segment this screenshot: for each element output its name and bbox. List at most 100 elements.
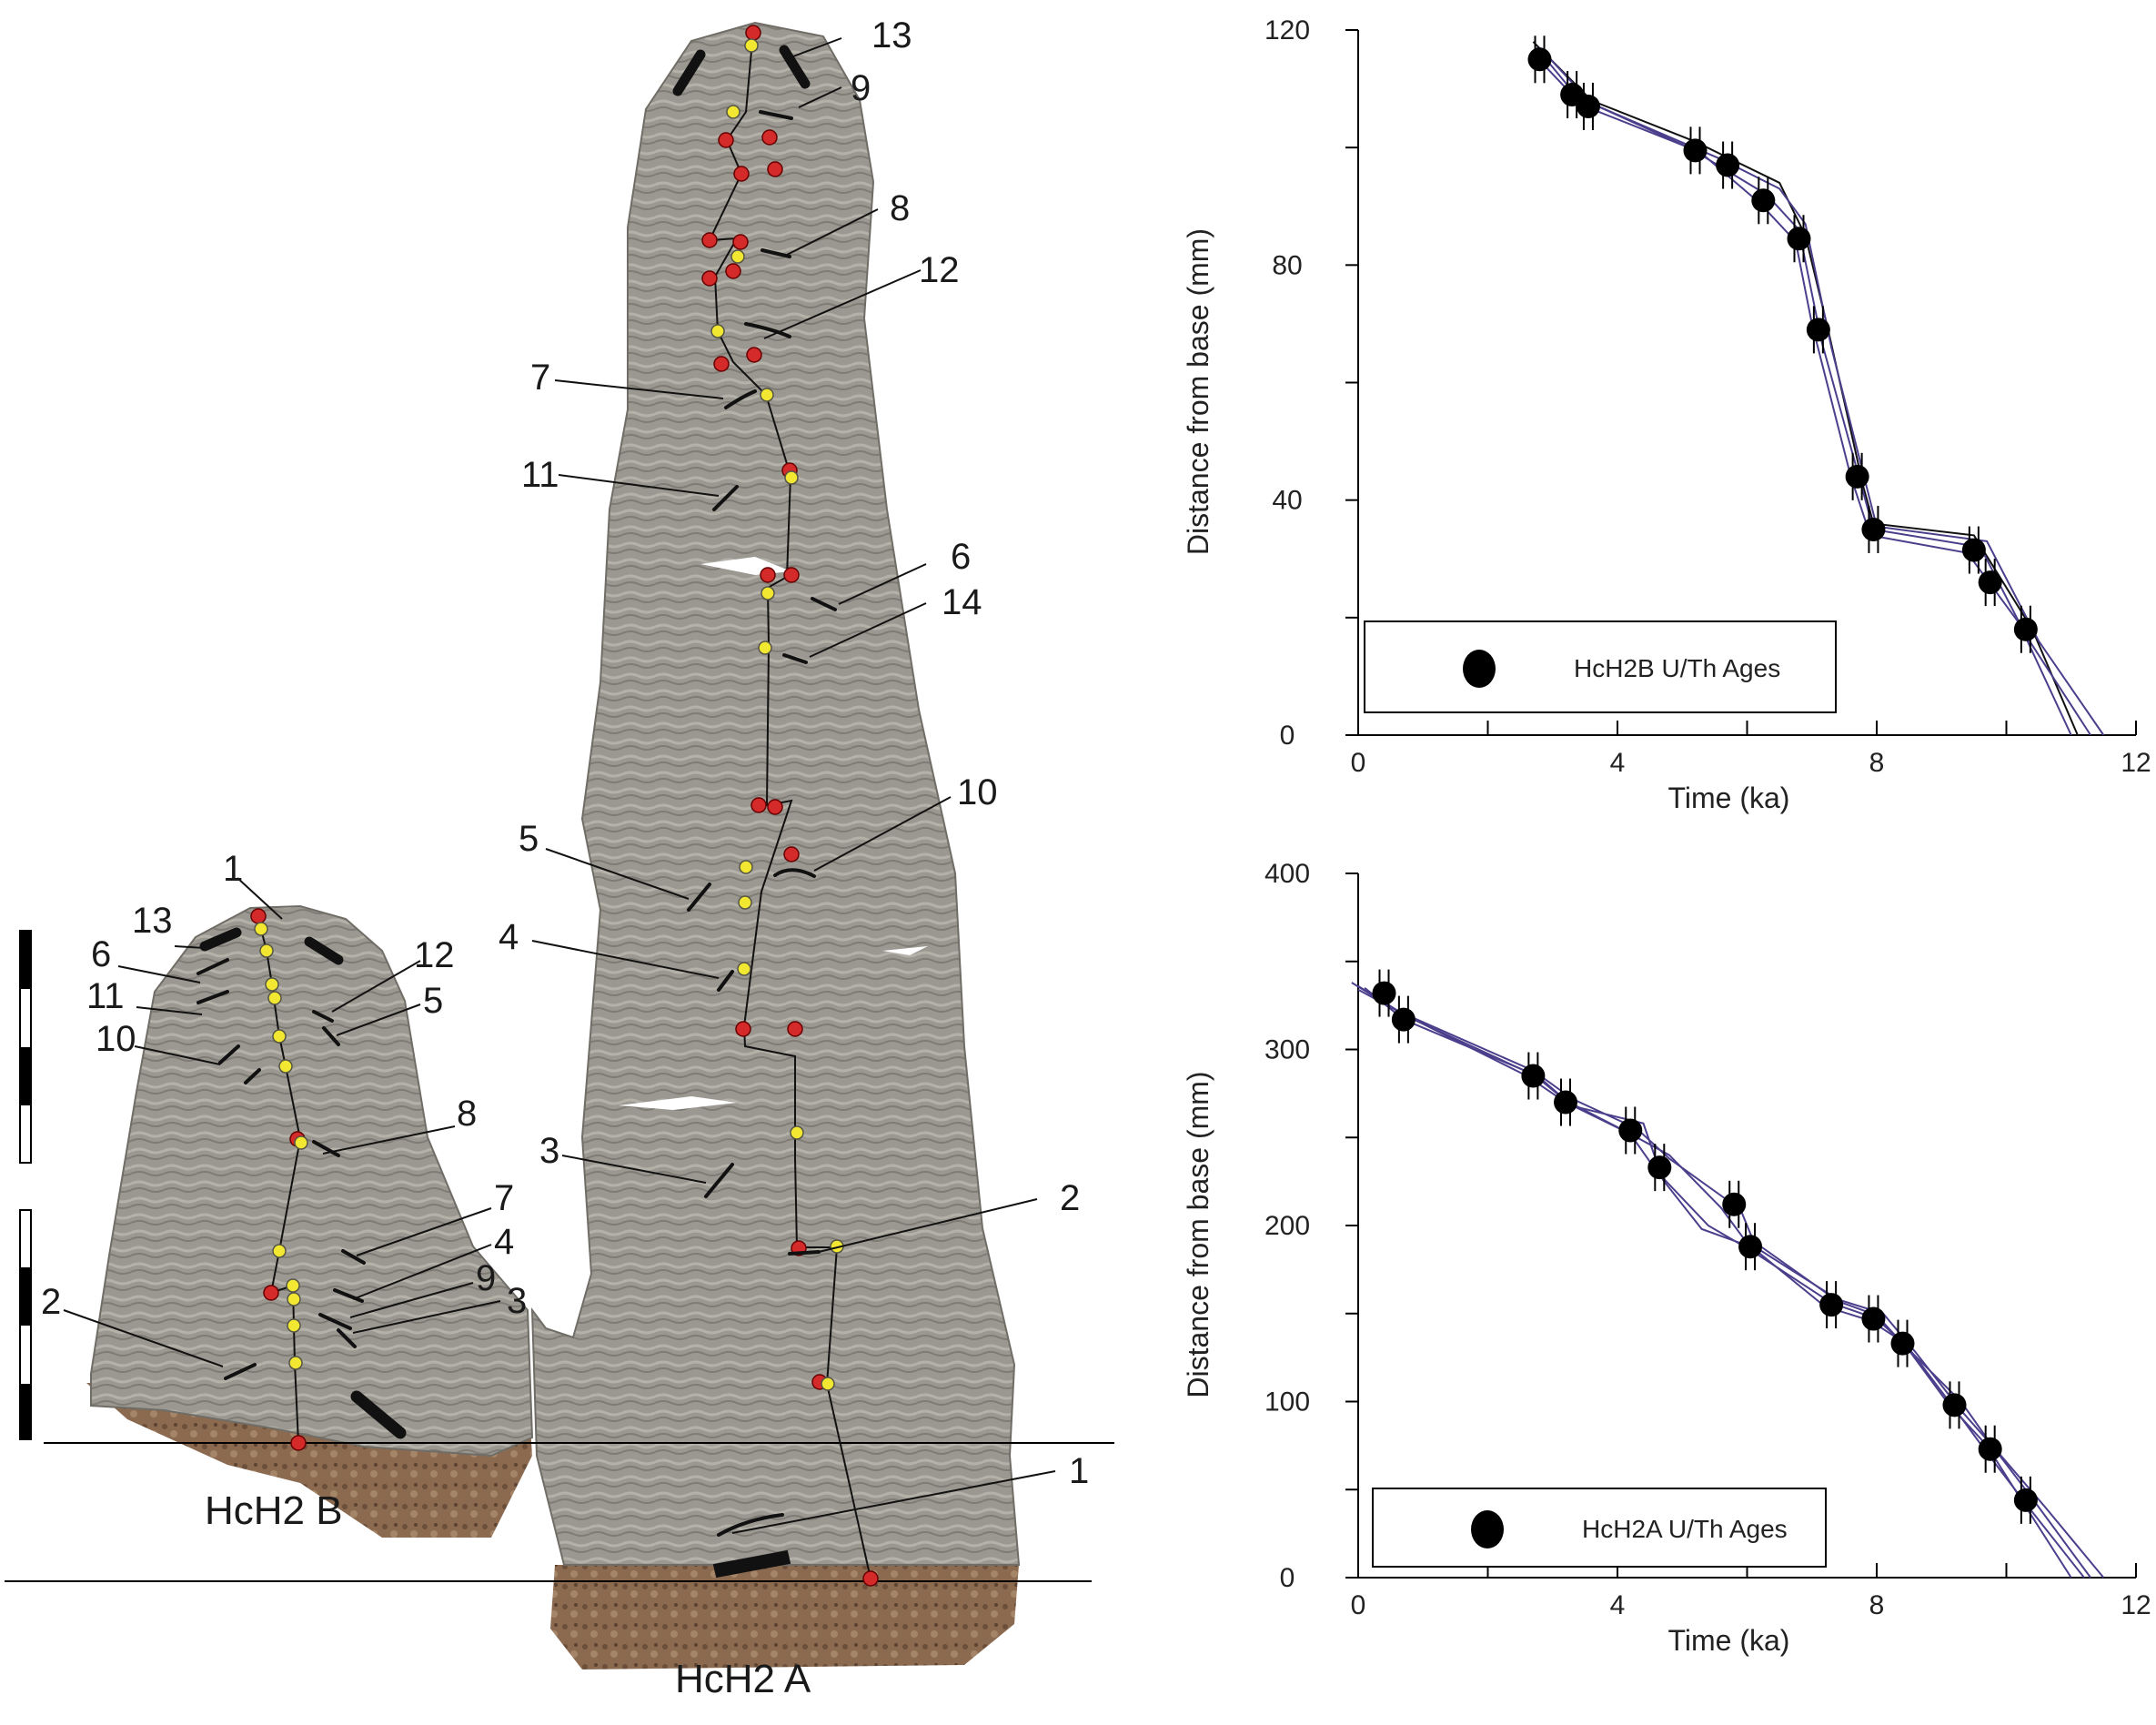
layer-label-a: 14 [942,582,982,622]
sample-dot-yellow [761,586,775,600]
sample-dot-yellow [278,1059,293,1074]
sample-dot-yellow [784,470,799,485]
layer-label-b: 8 [457,1094,477,1134]
sample-dot-red [783,846,800,862]
sample-dot-red [761,129,778,146]
layer-label-a: 10 [957,772,998,812]
y-tick-label: 120 [1264,15,1310,45]
age-point [1890,1331,1915,1356]
sample-dot-red [733,166,750,182]
layer-label-b: 4 [494,1222,514,1262]
sample-dot-red [751,797,767,813]
age-point [1647,1155,1672,1180]
sample-dot-yellow [287,1318,301,1333]
sample-dot-yellow [267,991,282,1005]
x-axis-title: Time (ka) [1668,782,1790,814]
layer-label-a: 11 [521,455,559,495]
sample-dot-red [767,161,783,177]
y-tick-label: 40 [1272,486,1302,516]
layer-label-a: 13 [871,15,912,55]
sample-dot-red [701,270,718,287]
sample-dot-yellow [790,1125,804,1140]
layer-label-a: 3 [539,1131,559,1171]
legend-box [1364,620,1837,713]
layer-label-b: 3 [507,1281,527,1321]
sample-dot-red [732,234,749,250]
age-point [1554,1090,1577,1115]
sample-dot-yellow [710,324,725,338]
layer-label-b: 10 [96,1019,136,1059]
layer-label-b: 6 [91,934,111,974]
y-tick-label: 400 [1264,859,1310,889]
age-point [1942,1393,1967,1417]
age-point [1716,153,1740,177]
x-tick-label: 8 [1869,748,1885,778]
x-tick-label: 0 [1351,1590,1366,1620]
age-point [1738,1235,1763,1259]
layer-label-b: 5 [423,981,443,1021]
sample-dot-yellow [738,895,752,910]
sample-dot-red [725,263,741,279]
layer-label-a: 2 [1060,1178,1080,1218]
sample-dot-red [745,25,761,41]
layer-label-a: 4 [499,917,519,957]
specimen-b-body [90,904,534,1458]
scale-bar [19,930,32,1440]
y-tick-label: 300 [1264,1035,1310,1065]
leader-lines [63,37,1056,1534]
legend-marker [1471,1510,1504,1548]
legend-box [1372,1488,1827,1568]
x-tick-label: 0 [1351,748,1366,778]
age-point [1751,188,1776,213]
x-axis-title: Time (ka) [1668,1624,1790,1657]
sample-dot-yellow [259,943,274,958]
sample-dot-red [862,1570,879,1587]
age-point [1683,138,1708,163]
age-point [1521,1064,1546,1088]
sample-dot-red [760,567,776,583]
x-tick-label: 4 [1610,748,1626,778]
sample-dot-red [290,1435,307,1451]
sample-dot-yellow [272,1029,287,1044]
age-point [1391,1007,1416,1032]
speleothem-photo: 13 9 8 12 7 11 6 14 10 5 4 3 2 1 1 13 6 … [5,15,1114,1701]
x-tick-label: 12 [2121,1590,2151,1620]
sample-dot-yellow [730,249,745,264]
age-point [1806,318,1830,342]
specimen-a-label: HcH2 A [675,1657,811,1701]
y-tick-label: 0 [1280,721,1295,751]
x-tick-label: 12 [2121,748,2151,778]
sample-dot-red [735,1021,751,1037]
sample-dot-yellow [737,962,751,976]
sample-dot-yellow [287,1292,301,1306]
sample-points-a [701,25,879,1587]
base-rock-a [550,1565,1019,1670]
layer-label-a: 9 [851,68,871,108]
sample-dot-yellow [288,1356,303,1370]
y-tick-label: 0 [1280,1563,1295,1593]
sample-dot-red [701,232,718,248]
legend-label: HcH2A U/Th Ages [1582,1515,1788,1543]
specimen-b-label: HcH2 B [205,1488,343,1533]
sample-dot-red [767,799,783,815]
layer-label-a: 5 [519,819,539,859]
layer-label-b: 1 [223,849,243,889]
age-point [1560,83,1585,107]
age-point [1845,464,1869,489]
sample-dot-yellow [760,388,774,402]
y-tick-label: 200 [1264,1211,1310,1241]
sample-dot-yellow [265,977,279,992]
y-tick-label: 100 [1264,1387,1310,1417]
age-point [2013,617,2038,641]
layer-label-a: 12 [919,250,960,290]
age-point [1576,94,1600,118]
layer-label-a: 6 [951,537,971,577]
y-axis-title: Distance from base (mm) [1182,1071,1214,1397]
sample-dot-yellow [758,641,772,655]
sample-dot-yellow [744,38,759,53]
layer-label-b: 7 [494,1178,514,1218]
age-point [1787,227,1811,251]
layer-label-b: 11 [86,976,125,1016]
